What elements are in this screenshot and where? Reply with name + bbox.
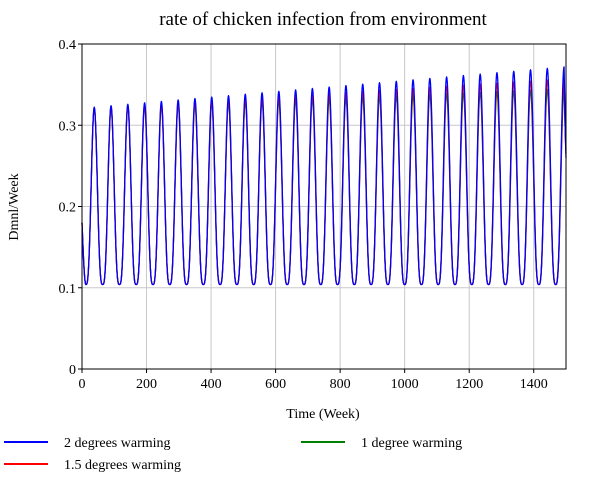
y-tick-label: 0.1 [59,282,77,297]
y-tick-label: 0.2 [59,201,77,216]
y-axis-label: Dmnl/Week [7,173,22,240]
x-tick-label: 400 [201,377,222,392]
y-tick-label: 0.3 [59,119,77,134]
y-axis: 0 0.1 0.2 0.3 0.4 [59,38,82,378]
x-tick-label: 600 [265,377,286,392]
legend: 2 degrees warming 1.5 degrees warming 1 de… [4,436,462,473]
x-tick-label: 1200 [455,377,483,392]
chart-title: rate of chicken infection from environme… [159,9,487,30]
legend-label: 1.5 degrees warming [64,458,181,473]
x-tick-label: 1000 [391,377,419,392]
x-tick-label: 800 [330,377,351,392]
series-layer [81,66,567,286]
series-line-2-degrees-warming [81,66,567,286]
x-tick-label: 0 [79,377,86,392]
legend-item: 2 degrees warming [4,436,171,451]
x-tick-label: 1400 [520,377,548,392]
y-tick-label: 0.4 [59,38,77,53]
x-axis-label: Time (Week) [286,407,360,422]
x-axis: 0 200 400 600 800 1000 1200 1400 [79,369,548,392]
legend-label: 2 degrees warming [64,436,171,451]
x-tick-label: 200 [136,377,157,392]
legend-item: 1 degree warming [301,436,462,451]
legend-item: 1.5 degrees warming [4,458,181,473]
legend-label: 1 degree warming [361,436,462,451]
y-tick-label: 0 [69,363,76,378]
